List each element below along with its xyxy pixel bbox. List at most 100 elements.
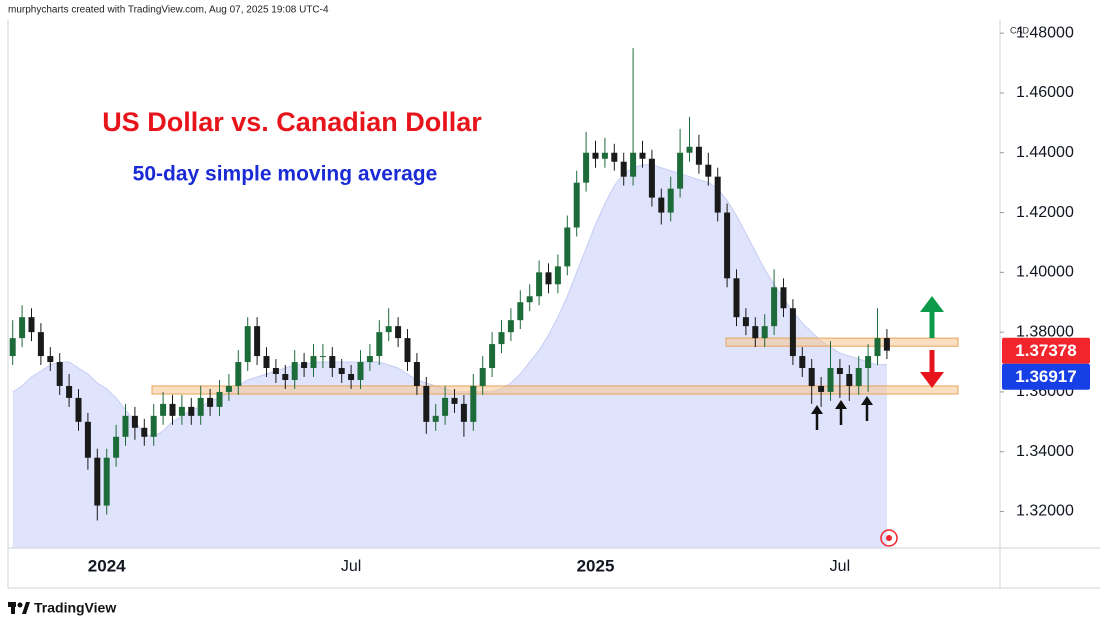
candle-body	[263, 356, 270, 369]
candle-body	[507, 320, 514, 333]
candle-body	[874, 338, 881, 357]
candle-body	[56, 362, 63, 386]
candle-body	[216, 391, 223, 407]
candle-body	[432, 415, 439, 422]
candle-body	[366, 356, 373, 363]
y-tick-label: 1.48000	[1016, 24, 1074, 41]
chart-subtitle: 50-day simple moving average	[133, 163, 438, 186]
candle-body	[601, 152, 608, 159]
candle-body	[818, 385, 825, 392]
candle-body	[19, 317, 26, 339]
candle-body	[639, 152, 646, 159]
candle-body	[620, 161, 627, 177]
candle-body	[536, 272, 543, 297]
candle-body	[724, 212, 731, 279]
candle-body	[291, 362, 298, 380]
candle-body	[385, 326, 392, 333]
candle-body	[395, 326, 402, 339]
candle-body	[564, 227, 571, 267]
currency: CAD	[1010, 25, 1030, 35]
candle-body	[235, 362, 242, 386]
candle-body	[846, 373, 853, 386]
x-tick-label: Jul	[830, 558, 850, 575]
candle-body	[460, 403, 467, 422]
candle-body	[122, 415, 129, 437]
candle-body	[188, 406, 195, 416]
candle-body	[836, 368, 843, 374]
candle-body	[611, 152, 618, 162]
candle-body	[28, 317, 35, 333]
candle-body	[658, 197, 665, 213]
candle-body	[705, 164, 712, 177]
level-zone	[725, 337, 959, 347]
candle-body	[554, 266, 561, 285]
candle-body	[517, 302, 524, 321]
candle-body	[470, 385, 477, 422]
candle-body	[103, 457, 110, 506]
candle-body	[423, 385, 430, 422]
candle-body	[319, 356, 326, 358]
candle-body	[244, 326, 251, 363]
candle-body	[752, 326, 759, 339]
candle-body	[865, 356, 872, 369]
candle-body	[799, 356, 806, 369]
candle-body	[686, 146, 693, 153]
candle-body	[413, 362, 420, 386]
candle-body	[573, 182, 580, 228]
candle-body	[84, 421, 91, 458]
candle-body	[37, 332, 44, 357]
candle-body	[357, 362, 364, 380]
candle-body	[789, 308, 796, 357]
x-tick-label: 2025	[577, 556, 615, 575]
candle-body	[780, 287, 787, 309]
y-tick-label: 1.40000	[1016, 264, 1074, 281]
candle-body	[348, 373, 355, 380]
header: murphycharts created with TradingView.co…	[8, 5, 329, 16]
candle-body	[771, 287, 778, 327]
candle-body	[329, 356, 336, 369]
candle-body	[761, 326, 768, 339]
arrow-down-red	[920, 350, 944, 388]
candle-body	[376, 332, 383, 357]
candle-body	[225, 385, 232, 392]
candle-body	[695, 146, 702, 165]
last-price-label-bg	[1002, 337, 1090, 364]
level-zone	[151, 385, 959, 395]
candle-body	[583, 152, 590, 183]
footer-brand: TradingView	[34, 600, 116, 616]
candle-body	[592, 152, 599, 159]
candle-body	[498, 332, 505, 345]
candle-body	[338, 368, 345, 374]
arrow-up-black	[835, 400, 847, 425]
x-tick-label: 2024	[88, 556, 126, 575]
plot	[9, 48, 959, 548]
candle-body	[630, 152, 637, 177]
sma-price-label: 1.36917	[1015, 367, 1076, 386]
candle-body	[648, 158, 655, 198]
candle-body	[169, 403, 176, 416]
chart-title: US Dollar vs. Canadian Dollar	[102, 107, 482, 137]
candle-body	[442, 397, 449, 416]
candle-body	[131, 415, 138, 428]
y-tick-label: 1.42000	[1016, 204, 1074, 221]
y-tick-label: 1.34000	[1016, 443, 1074, 460]
candle-body	[855, 368, 862, 386]
candle-body	[677, 152, 684, 189]
candle-body	[94, 457, 101, 506]
candle-body	[526, 296, 533, 303]
sma-price-label-bg	[1002, 363, 1090, 390]
candle-body	[545, 272, 552, 285]
candle-body	[451, 397, 458, 404]
candle-body	[479, 368, 486, 386]
candle-body	[178, 406, 185, 416]
candle-body	[141, 427, 148, 437]
candle-body	[272, 368, 279, 374]
replay-icon	[880, 529, 898, 547]
candle-body	[197, 397, 204, 416]
candle-body	[310, 356, 317, 369]
candle-body	[113, 436, 120, 458]
candle-body	[714, 176, 721, 213]
candle-body	[489, 344, 496, 369]
x-tick-label: Jul	[341, 558, 361, 575]
candle-body	[9, 338, 16, 357]
